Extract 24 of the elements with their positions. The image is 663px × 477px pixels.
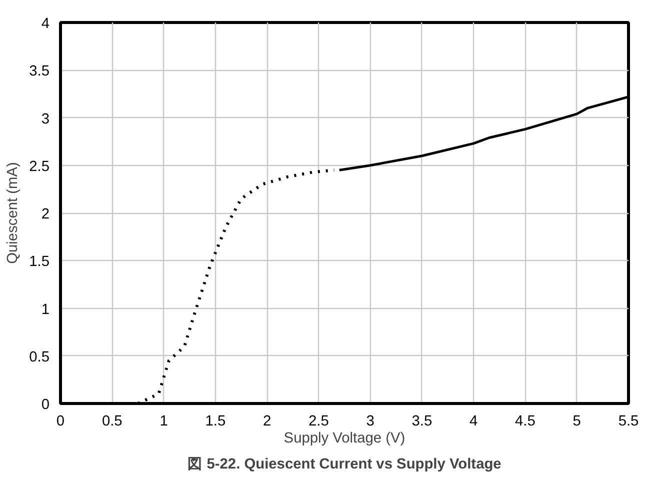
x-tick-label: 2	[262, 414, 272, 430]
x-tick-label: 1	[160, 414, 168, 430]
y-tick-label: 0.5	[29, 349, 50, 366]
x-tick-label: 0	[56, 414, 65, 430]
x-tick-label: 5.5	[618, 414, 639, 430]
y-tick-label: 4	[41, 16, 50, 32]
text: 図 5-22. Quiescent Current vs Supply Voltage	[188, 456, 502, 472]
x-tick-label: 5	[572, 414, 581, 430]
y-tick-label: 2.5	[29, 158, 50, 175]
y-tick-label: 2	[41, 206, 50, 222]
x-tick-label: 3	[366, 414, 374, 430]
y-axis-title: Quiescent (mA)	[5, 162, 22, 264]
x-tick-label: 4	[470, 414, 478, 430]
x-tick-label: 0.5	[102, 414, 122, 430]
y-tick-label: 1.5	[29, 254, 50, 270]
y-tick-label: 3.5	[29, 64, 50, 80]
y-tick-label: 3	[41, 111, 50, 128]
y-tick-label: 0	[41, 397, 50, 413]
y-tick-label: 1	[41, 302, 50, 318]
x-tick-label: 3.5	[412, 414, 432, 430]
x-tick-label: 4.5	[515, 414, 536, 430]
x-tick-label: 1.5	[205, 414, 226, 430]
x-axis-title: Supply Voltage (V)	[284, 430, 406, 446]
x-tick-label: 2.5	[308, 414, 329, 430]
